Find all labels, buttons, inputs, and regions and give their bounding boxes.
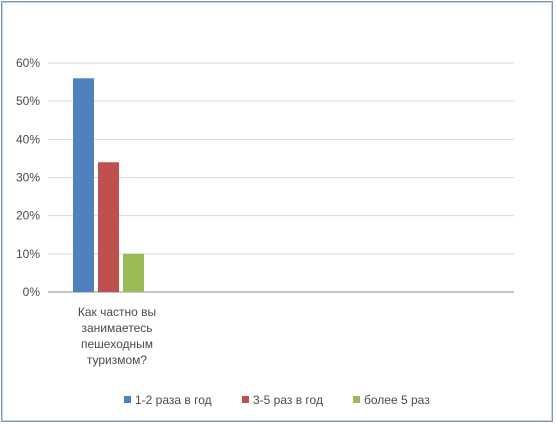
y-tick-label: 40% — [16, 132, 40, 146]
y-tick-label: 60% — [16, 56, 40, 70]
legend: 1-2 раза в год 3-5 раз в год более 5 раз — [124, 393, 430, 407]
y-axis-ticks: 0% 10% 20% 30% 40% 50% 60% — [16, 56, 40, 299]
y-tick-label: 30% — [16, 171, 40, 185]
y-tick-label: 20% — [16, 209, 40, 223]
bar-2 — [98, 162, 119, 292]
legend-label-3: более 5 раз — [364, 393, 430, 407]
category-label-line: пешеходным — [81, 337, 153, 351]
legend-label-1: 1-2 раза в год — [135, 393, 212, 407]
y-tick-label: 50% — [16, 94, 40, 108]
x-axis-category-label: Как частно вы занимаетесь пешеходным туризм… — [78, 305, 156, 367]
legend-swatch-3 — [353, 396, 360, 403]
legend-swatch-1 — [124, 396, 131, 403]
bars — [73, 78, 144, 293]
y-tick-label: 0% — [23, 285, 41, 299]
legend-swatch-2 — [242, 396, 249, 403]
bar-1 — [73, 78, 94, 293]
y-tick-label: 10% — [16, 247, 40, 261]
category-label-line: Как частно вы — [78, 305, 156, 319]
category-label-line: занимаетесь — [82, 321, 153, 335]
bar-3 — [123, 253, 144, 292]
legend-label-2: 3-5 раз в год — [253, 393, 323, 407]
category-label-line: туризмом? — [87, 353, 148, 367]
